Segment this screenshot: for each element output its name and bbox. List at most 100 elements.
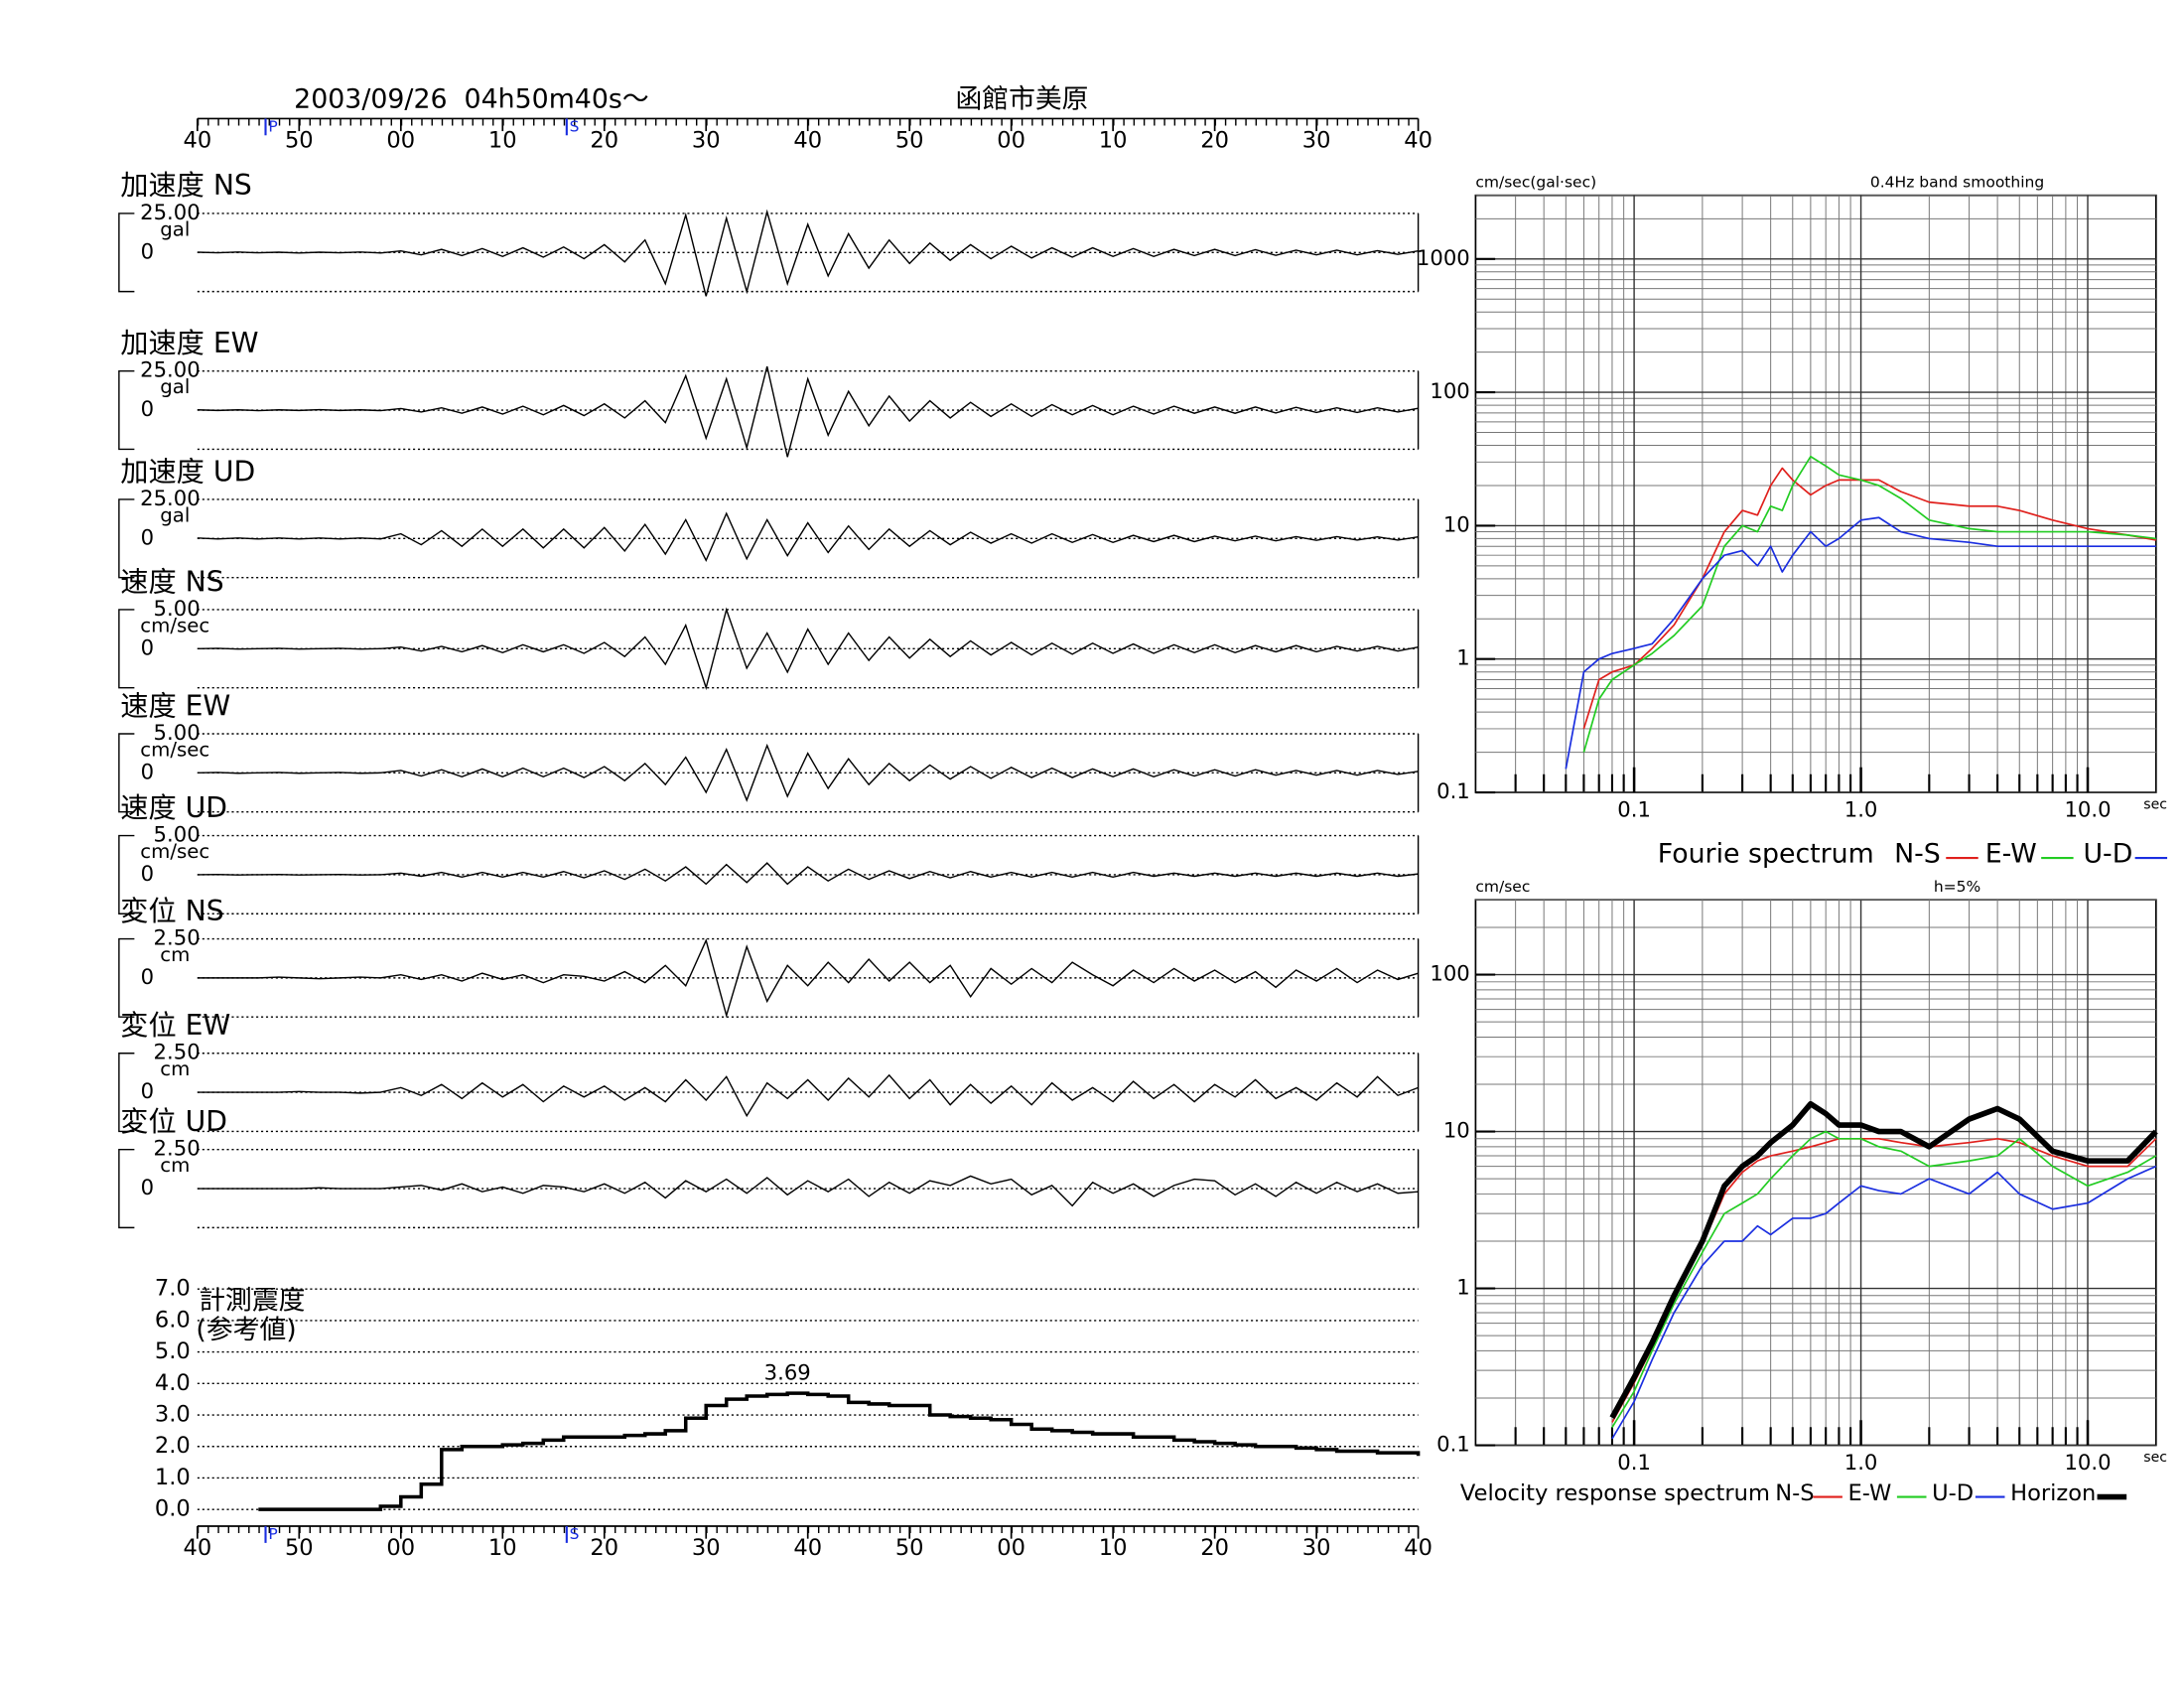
x-tick-label: 10 [1099, 1535, 1128, 1561]
chart-title: 函館市美原 [956, 84, 1089, 115]
x-tick-label: 30 [1302, 127, 1331, 153]
note: 0.4Hz band smoothing [1870, 174, 2044, 192]
y-tick-label: 2.50 [154, 1040, 201, 1064]
series-line [1611, 1165, 2157, 1440]
unit-label: cm [160, 943, 190, 966]
y-tick-label: 1 [1456, 645, 1469, 670]
unit-label: cm/sec [140, 738, 209, 761]
panel-bracket [118, 609, 135, 689]
series-line [1611, 1130, 2157, 1428]
x-tick-label: 30 [1302, 1535, 1331, 1561]
y-tick-label: 0 [141, 524, 154, 549]
x-tick-label: 20 [590, 1535, 618, 1561]
panel-bracket [118, 212, 135, 293]
panel-label: 加速度 EW [120, 327, 258, 359]
legend-label: E-W [1985, 839, 2037, 870]
legend-label: U-D [1932, 1480, 1974, 1506]
panel-bracket [118, 370, 135, 451]
panel-label: 変位 NS [120, 895, 223, 927]
y-tick-label: 0 [141, 238, 154, 263]
y-tick-label: 10 [1443, 1118, 1470, 1143]
y-tick-label: 5.00 [154, 822, 201, 847]
legend-label: N-S [1775, 1480, 1814, 1506]
x-axis-label: sec [2143, 1450, 2167, 1466]
y-tick-label: 4.0 [155, 1370, 191, 1396]
trace [197, 607, 1419, 691]
x-tick-label: 40 [793, 127, 822, 153]
y-tick-label: 6.0 [155, 1307, 191, 1333]
y-tick-label: 0 [141, 759, 154, 783]
series-line [1609, 1100, 2158, 1420]
x-tick-label: 40 [793, 1535, 822, 1561]
legend-label: N-S [1894, 839, 1941, 870]
y-tick-label: 0 [141, 964, 154, 989]
phase-label: S [570, 1525, 580, 1543]
panel-bracket [118, 937, 135, 1018]
y-tick-label: 0.1 [1436, 778, 1470, 803]
series-line [1582, 455, 2156, 753]
subtitle: 2003/09/26 04h50m40s〜 [294, 84, 648, 115]
intensity-line [258, 1391, 1421, 1511]
y-tick-label: 2.0 [155, 1433, 191, 1459]
x-tick-label: 50 [285, 127, 314, 153]
chart-title: 計測震度 [199, 1285, 305, 1316]
panel-label: 加速度 UD [120, 455, 255, 488]
phase-label: P [268, 117, 277, 135]
x-tick-label: 20 [590, 127, 618, 153]
x-tick-label: 1.0 [1844, 1450, 1878, 1475]
x-tick-label: 20 [1200, 127, 1229, 153]
x-tick-label: 50 [895, 1535, 924, 1561]
x-tick-label: 0.1 [1617, 1450, 1651, 1475]
y-axis-label: cm/sec(gal·sec) [1475, 174, 1596, 192]
unit-label: cm/sec [140, 614, 209, 636]
y-tick-label: 2.50 [154, 1136, 201, 1161]
x-tick-label: 30 [692, 127, 721, 153]
trace [197, 511, 1419, 563]
y-tick-label: 5.0 [155, 1338, 191, 1364]
panel-label: 変位 UD [120, 1105, 227, 1138]
legend-label: Horizon [2010, 1480, 2096, 1506]
panel-label: 加速度 NS [120, 169, 252, 202]
unit-label: cm/sec [140, 840, 209, 863]
legend-label: E-W [1848, 1480, 1892, 1506]
y-tick-label: 5.00 [154, 596, 201, 621]
unit-label: gal [160, 217, 190, 240]
y-tick-label: 0 [141, 396, 154, 421]
y-tick-label: 1000 [1417, 245, 1470, 270]
legend-label: U-D [2083, 839, 2132, 870]
y-tick-label: 0.0 [155, 1496, 191, 1522]
plot-frame [1474, 194, 2157, 793]
y-tick-label: 25.00 [140, 200, 201, 224]
y-tick-label: 0 [141, 634, 154, 659]
x-tick-label: 50 [285, 1535, 314, 1561]
subtitle: (参考値) [196, 1315, 296, 1345]
y-tick-label: 25.00 [140, 357, 201, 382]
annotation: 3.69 [764, 1360, 811, 1385]
y-tick-label: 1 [1456, 1275, 1469, 1300]
x-tick-label: 20 [1200, 1535, 1229, 1561]
trace [197, 862, 1419, 886]
phase-label: S [570, 117, 580, 135]
unit-label: cm [160, 1057, 190, 1080]
y-tick-label: 5.00 [154, 720, 201, 745]
x-tick-label: 00 [386, 1535, 415, 1561]
trace [197, 209, 1419, 297]
panel-bracket [118, 1148, 135, 1229]
y-tick-label: 100 [1430, 378, 1469, 403]
trace [197, 1175, 1419, 1207]
y-axis-label: cm/sec [1475, 878, 1530, 896]
chart-title: Fourie spectrum [1658, 839, 1874, 870]
note: h=5% [1934, 878, 1980, 896]
x-tick-label: 40 [1404, 127, 1433, 153]
panel-label: 速度 NS [120, 565, 223, 598]
y-tick-label: 7.0 [155, 1276, 191, 1302]
series-line [1582, 467, 2156, 730]
x-tick-label: 10 [488, 127, 517, 153]
x-tick-label: 1.0 [1844, 796, 1878, 821]
x-tick-label: 10 [488, 1535, 517, 1561]
y-tick-label: 0 [141, 1175, 154, 1199]
unit-label: gal [160, 503, 190, 526]
phase-label: P [268, 1525, 277, 1543]
